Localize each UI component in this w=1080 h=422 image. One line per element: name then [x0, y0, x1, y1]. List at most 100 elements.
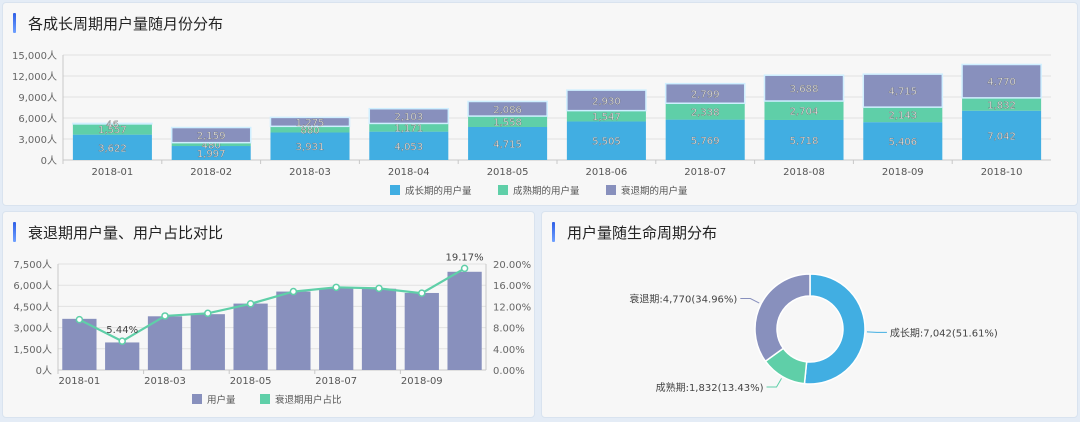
bar-segment [566, 121, 646, 160]
bar [190, 314, 225, 370]
leader-line [740, 298, 760, 304]
data-label: 2,103 [394, 112, 423, 123]
data-label: 2,799 [691, 89, 720, 100]
data-label: 3,622 [98, 143, 127, 154]
y-tick-label: 9,000人 [18, 92, 57, 104]
data-label: 5,406 [888, 137, 917, 148]
y-tick-label: 12,000人 [12, 71, 57, 83]
bar-segment [665, 119, 745, 160]
x-tick-label: 2018-03 [144, 376, 186, 387]
panel-title: 各成长周期用户量随月份分布 [13, 12, 223, 34]
line-point [161, 312, 169, 320]
bar-line-chart: 0人 1,500人 3,000人 4,500人 6,000人 7,500人 0.00% 4.0… [13, 252, 531, 406]
bar-segment [369, 123, 449, 132]
donut-slice [803, 273, 866, 385]
bar-segment [270, 126, 350, 133]
y-right-tick-label: 16.00% [493, 281, 531, 292]
line-point [246, 300, 255, 308]
data-label: 2,143 [888, 111, 917, 122]
bar-segment [468, 116, 548, 127]
data-label: 4,053 [394, 142, 423, 153]
y-right-tick-label: 4.00% [493, 345, 525, 356]
bar-segment [764, 101, 844, 120]
line-point [118, 337, 126, 345]
data-label: 4,715 [493, 139, 522, 150]
legend-swatch [498, 185, 508, 195]
line-point [289, 287, 298, 296]
bar-segment [368, 107, 450, 125]
bar-segment [72, 123, 152, 135]
legend-swatch [606, 185, 616, 195]
bar-segment [72, 122, 153, 125]
x-tick-label: 2018-07 [315, 376, 357, 387]
line-point [418, 289, 426, 297]
x-tick-label: 2018-10 [981, 167, 1023, 178]
data-label: 880 [300, 125, 319, 136]
bar [404, 292, 439, 370]
title-accent-bar [552, 222, 555, 242]
bar-segment [962, 110, 1042, 160]
bar-segment [566, 89, 647, 112]
legend-label: 衰退期用户占比 [275, 394, 342, 406]
bar-segment [270, 132, 350, 160]
y-tick-label: 15,000人 [12, 50, 57, 62]
line-point [75, 315, 84, 324]
bar-segment [664, 82, 746, 105]
data-label: 3,931 [296, 142, 325, 153]
slice-label: 成长期:7,042(51.61%) [890, 327, 998, 339]
slice-label: 成熟期:1,832(13.43%) [656, 381, 764, 394]
bar-segment [171, 142, 251, 147]
data-label: 4,715 [888, 87, 917, 98]
bar-segment [170, 126, 252, 144]
y-left-tick-label: 7,500人 [13, 259, 52, 271]
bar [147, 316, 183, 370]
data-label: 2,338 [691, 107, 720, 118]
data-label: 1,547 [592, 112, 621, 123]
y-left-tick-label: 4,500人 [13, 301, 52, 313]
x-tick-label: 2018-02 [190, 167, 232, 178]
legend-label: 衰退期的用户量 [621, 185, 688, 197]
data-label: 4,770 [987, 77, 1016, 88]
bar-segment [171, 146, 251, 160]
line-point [460, 264, 469, 273]
y-right-tick-label: 8.00% [493, 324, 525, 335]
x-tick-label: 2018-09 [401, 376, 443, 387]
bar-segment [468, 126, 548, 160]
bar [105, 342, 140, 370]
bar [62, 318, 97, 370]
bar-segment [862, 73, 944, 108]
line-data-label: 19.17% [446, 252, 484, 263]
data-label: 7,042 [987, 131, 1016, 142]
y-right-tick-label: 20.00% [493, 260, 531, 271]
bar-segment [863, 107, 943, 123]
data-label: 2,086 [493, 105, 522, 116]
x-tick-label: 2018-03 [289, 167, 331, 178]
x-tick-label: 2018-07 [684, 167, 726, 178]
y-left-tick-label: 3,000人 [13, 323, 52, 335]
data-label: 5,718 [790, 136, 819, 147]
legend-label: 成长期的用户量 [405, 185, 472, 197]
y-right-tick-label: 0.00% [493, 366, 525, 377]
data-label: 2,930 [592, 96, 621, 107]
panel-title-text: 各成长周期用户量随月份分布 [28, 14, 224, 33]
slice-label: 衰退期:4,770(34.96%) [629, 293, 737, 306]
legend-label: 用户量 [207, 394, 236, 406]
panel-title: 用户量随生命周期分布 [552, 221, 717, 243]
x-tick-label: 2018-05 [487, 167, 529, 178]
y-right-tick-label: 12.00% [493, 302, 531, 313]
data-label: 2,159 [197, 131, 226, 142]
y-tick-label: 0人 [41, 155, 57, 167]
donut-slice [754, 273, 811, 363]
bar-segment [566, 110, 646, 122]
y-tick-label: 3,000人 [18, 134, 57, 146]
bar-segment [962, 97, 1042, 111]
data-label: 2,704 [790, 107, 819, 118]
bar-segment [763, 74, 845, 102]
bar [319, 288, 354, 370]
bar [276, 291, 311, 370]
bar-segment [269, 116, 351, 128]
bar-segment [72, 134, 152, 160]
y-left-tick-label: 1,500人 [13, 344, 52, 356]
line-point [332, 283, 340, 292]
x-tick-label: 2018-01 [92, 167, 134, 178]
